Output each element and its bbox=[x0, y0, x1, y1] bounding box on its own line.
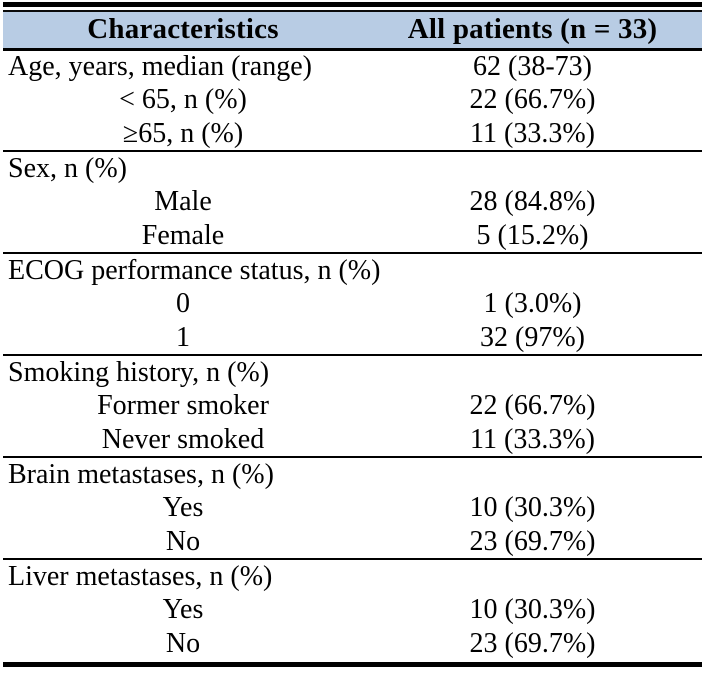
row-value: 23 (69.7%) bbox=[469, 525, 596, 557]
characteristics-table: Characteristics All patients (n = 33) Ag… bbox=[3, 10, 702, 661]
row-value: 22 (66.7%) bbox=[469, 84, 596, 115]
row-value bbox=[363, 354, 702, 389]
row-label: < 65, n (%) bbox=[119, 84, 247, 115]
row-value bbox=[363, 456, 702, 491]
row-brain-yes: Yes 10 (30.3%) bbox=[3, 491, 702, 525]
row-label: Male bbox=[154, 186, 212, 217]
row-sex-female: Female 5 (15.2%) bbox=[3, 219, 702, 253]
column-header-characteristics: Characteristics bbox=[3, 10, 363, 51]
row-label: ECOG performance status, n (%) bbox=[3, 252, 380, 287]
row-label: Never smoked bbox=[101, 423, 265, 455]
row-value bbox=[363, 150, 702, 185]
row-sex-group: Sex, n (%) bbox=[3, 150, 702, 185]
row-value: 10 (30.3%) bbox=[469, 594, 596, 625]
row-label: Liver metastases, n (%) bbox=[3, 558, 363, 593]
row-value: 28 (84.8%) bbox=[469, 186, 596, 217]
row-label: Female bbox=[141, 219, 225, 251]
row-age-median: Age, years, median (range) 62 (38-73) bbox=[3, 49, 702, 83]
row-liver-yes: Yes 10 (30.3%) bbox=[3, 593, 702, 627]
table-top-rule bbox=[3, 2, 702, 7]
row-brain-group: Brain metastases, n (%) bbox=[3, 456, 702, 491]
row-liver-group: Liver metastases, n (%) bbox=[3, 558, 702, 593]
row-label: Smoking history, n (%) bbox=[3, 354, 363, 389]
row-value: 1 (3.0%) bbox=[483, 288, 582, 319]
row-ecog-1: 1 32 (97%) bbox=[3, 321, 702, 355]
table-header-row: Characteristics All patients (n = 33) bbox=[3, 10, 702, 51]
column-header-all-patients: All patients (n = 33) bbox=[363, 10, 702, 51]
row-label: No bbox=[165, 525, 201, 557]
row-label: No bbox=[165, 628, 201, 659]
row-age-65-plus: ≥65, n (%) 11 (33.3%) bbox=[3, 117, 702, 151]
row-value: 5 (15.2%) bbox=[476, 219, 589, 251]
row-label: ≥65, n (%) bbox=[122, 117, 244, 149]
row-label: Age, years, median (range) bbox=[8, 50, 312, 82]
row-label: Yes bbox=[162, 492, 204, 523]
row-sex-male: Male 28 (84.8%) bbox=[3, 185, 702, 219]
row-label: 1 bbox=[176, 321, 190, 353]
row-value: 32 (97%) bbox=[480, 321, 585, 353]
row-label: 0 bbox=[176, 288, 190, 319]
row-age-under-65: < 65, n (%) 22 (66.7%) bbox=[3, 83, 702, 117]
row-value: 11 (33.3%) bbox=[470, 423, 595, 455]
row-value: 11 (33.3%) bbox=[470, 117, 595, 149]
row-value: 23 (69.7%) bbox=[469, 628, 596, 659]
row-liver-no: No 23 (69.7%) bbox=[3, 627, 702, 661]
row-label: Yes bbox=[162, 594, 204, 625]
row-ecog-0: 0 1 (3.0%) bbox=[3, 287, 702, 321]
table-top-gap bbox=[3, 7, 702, 10]
row-value: 62 (38-73) bbox=[473, 50, 592, 82]
row-value bbox=[363, 558, 702, 593]
row-label: Sex, n (%) bbox=[3, 150, 363, 185]
row-value: 10 (30.3%) bbox=[469, 492, 596, 523]
row-value: 22 (66.7%) bbox=[469, 390, 596, 421]
row-smoking-group: Smoking history, n (%) bbox=[3, 354, 702, 389]
row-brain-no: No 23 (69.7%) bbox=[3, 525, 702, 559]
row-label: Former smoker bbox=[97, 390, 269, 421]
row-ecog-group: ECOG performance status, n (%) bbox=[3, 252, 702, 287]
row-smoking-former: Former smoker 22 (66.7%) bbox=[3, 389, 702, 423]
row-value bbox=[363, 252, 702, 287]
table-bottom-rule bbox=[3, 662, 702, 667]
row-label: Brain metastases, n (%) bbox=[3, 456, 363, 491]
row-smoking-never: Never smoked 11 (33.3%) bbox=[3, 423, 702, 457]
